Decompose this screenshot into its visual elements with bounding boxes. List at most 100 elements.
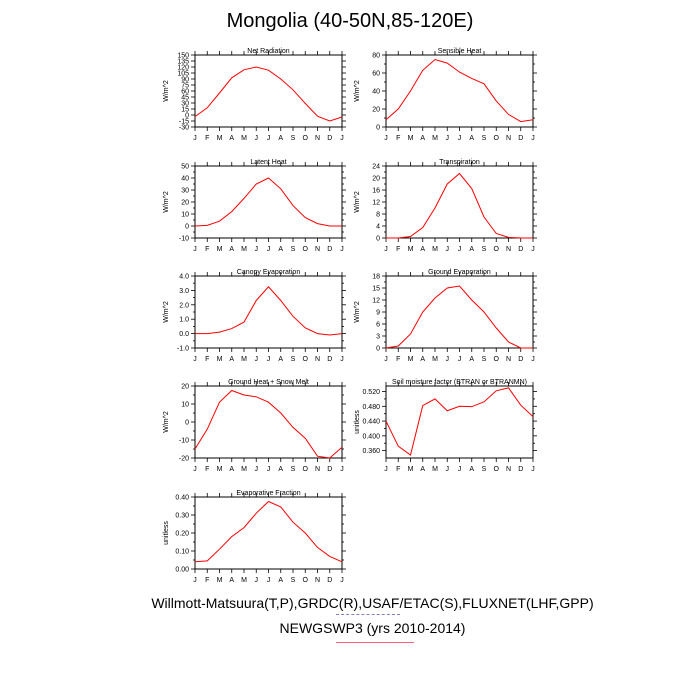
y-tick-label: 135 — [177, 59, 189, 66]
x-tick-label: J — [446, 466, 450, 473]
x-tick-label: J — [531, 466, 535, 473]
y-axis-label: W/m^2 — [163, 80, 170, 102]
x-tick-label: D — [518, 356, 523, 363]
y-tick-label: 60 — [181, 89, 189, 96]
x-tick-label: J — [193, 246, 197, 253]
x-tick-label: J — [267, 135, 271, 142]
x-tick-label: F — [205, 246, 209, 253]
y-tick-label: 20 — [372, 107, 380, 114]
x-tick-label: D — [327, 577, 332, 584]
x-tick-label: J — [255, 577, 259, 584]
y-tick-label: 50 — [181, 164, 189, 171]
x-tick-label: J — [193, 135, 197, 142]
x-tick-label: M — [217, 135, 223, 142]
x-tick-label: S — [291, 577, 296, 584]
plot-frame — [194, 54, 343, 128]
y-tick-label: 90 — [181, 77, 189, 84]
y-axis-label: W/m^2 — [354, 301, 361, 323]
plot-frame — [385, 385, 534, 459]
x-tick-label: N — [315, 466, 320, 473]
x-tick-label: S — [482, 135, 487, 142]
x-tick-label: A — [278, 577, 283, 584]
x-tick-label: J — [193, 577, 197, 584]
y-tick-label: -15 — [179, 119, 189, 126]
x-tick-label: J — [340, 246, 344, 253]
x-tick-label: F — [205, 466, 209, 473]
series-line — [385, 387, 534, 456]
plot-frame — [194, 496, 343, 570]
plot-frame — [194, 165, 343, 239]
x-tick-label: J — [267, 466, 271, 473]
y-tick-label: 0.30 — [175, 513, 189, 520]
x-tick-label: N — [506, 466, 511, 473]
y-tick-label: 0 — [185, 113, 189, 120]
y-tick-label: 10 — [181, 402, 189, 409]
y-tick-label: 0.20 — [175, 531, 189, 538]
x-tick-label: A — [229, 356, 234, 363]
x-tick-label: M — [408, 246, 414, 253]
x-tick-label: J — [446, 356, 450, 363]
x-tick-label: F — [396, 356, 400, 363]
x-tick-label: J — [446, 135, 450, 142]
x-tick-label: D — [327, 356, 332, 363]
x-tick-label: O — [303, 466, 309, 473]
chart-panel-7: Soil moisture factor (BTRAN or BTRANMN)u… — [354, 379, 537, 473]
y-tick-label: -10 — [179, 438, 189, 445]
x-tick-label: J — [193, 466, 197, 473]
y-tick-label: 20 — [181, 200, 189, 207]
x-tick-label: J — [255, 356, 259, 363]
x-tick-label: O — [494, 135, 500, 142]
x-tick-label: O — [494, 466, 500, 473]
x-tick-label: A — [278, 135, 283, 142]
chart-panel-8: Evaporative Fractionunitless0.000.100.20… — [163, 490, 346, 584]
x-tick-label: S — [482, 466, 487, 473]
x-tick-label: J — [446, 246, 450, 253]
y-tick-label: 0.360 — [362, 448, 380, 455]
x-tick-label: M — [241, 135, 247, 142]
y-tick-label: 30 — [181, 101, 189, 108]
y-tick-label: 16 — [372, 188, 380, 195]
x-tick-label: J — [531, 246, 535, 253]
y-tick-label: 15 — [372, 286, 380, 293]
y-tick-label: 40 — [181, 176, 189, 183]
y-axis-label: W/m^2 — [163, 411, 170, 433]
x-tick-label: N — [506, 135, 511, 142]
x-tick-label: S — [482, 356, 487, 363]
series-line — [194, 500, 343, 563]
y-tick-label: 60 — [372, 71, 380, 78]
y-tick-label: 0.400 — [362, 433, 380, 440]
x-tick-label: J — [340, 577, 344, 584]
x-tick-label: A — [469, 466, 474, 473]
y-tick-label: 18 — [372, 274, 380, 281]
x-tick-label: J — [267, 356, 271, 363]
y-tick-label: 0.520 — [362, 389, 380, 396]
x-tick-label: O — [494, 246, 500, 253]
y-tick-label: 30 — [181, 188, 189, 195]
x-tick-label: A — [229, 135, 234, 142]
x-tick-label: M — [241, 246, 247, 253]
x-tick-label: M — [432, 246, 438, 253]
x-tick-label: N — [315, 577, 320, 584]
x-tick-label: A — [229, 466, 234, 473]
x-tick-label: A — [420, 356, 425, 363]
y-tick-label: 0 — [185, 420, 189, 427]
x-tick-label: J — [384, 356, 388, 363]
x-tick-label: S — [291, 466, 296, 473]
x-tick-label: M — [241, 466, 247, 473]
y-axis-label: unitless — [163, 521, 170, 545]
x-tick-label: J — [458, 246, 462, 253]
x-tick-label: A — [420, 135, 425, 142]
x-tick-label: M — [408, 356, 414, 363]
x-tick-label: D — [518, 246, 523, 253]
chart-panel-6: Ground Heat + Snow MeltW/m^2-20-1001020J… — [163, 379, 346, 473]
series-line — [194, 66, 343, 122]
plot-frame — [385, 165, 534, 239]
x-tick-label: J — [255, 466, 259, 473]
x-tick-label: J — [531, 356, 535, 363]
y-tick-label: 45 — [181, 95, 189, 102]
y-tick-label: 80 — [372, 53, 380, 60]
y-tick-label: 20 — [372, 176, 380, 183]
x-tick-label: J — [255, 246, 259, 253]
